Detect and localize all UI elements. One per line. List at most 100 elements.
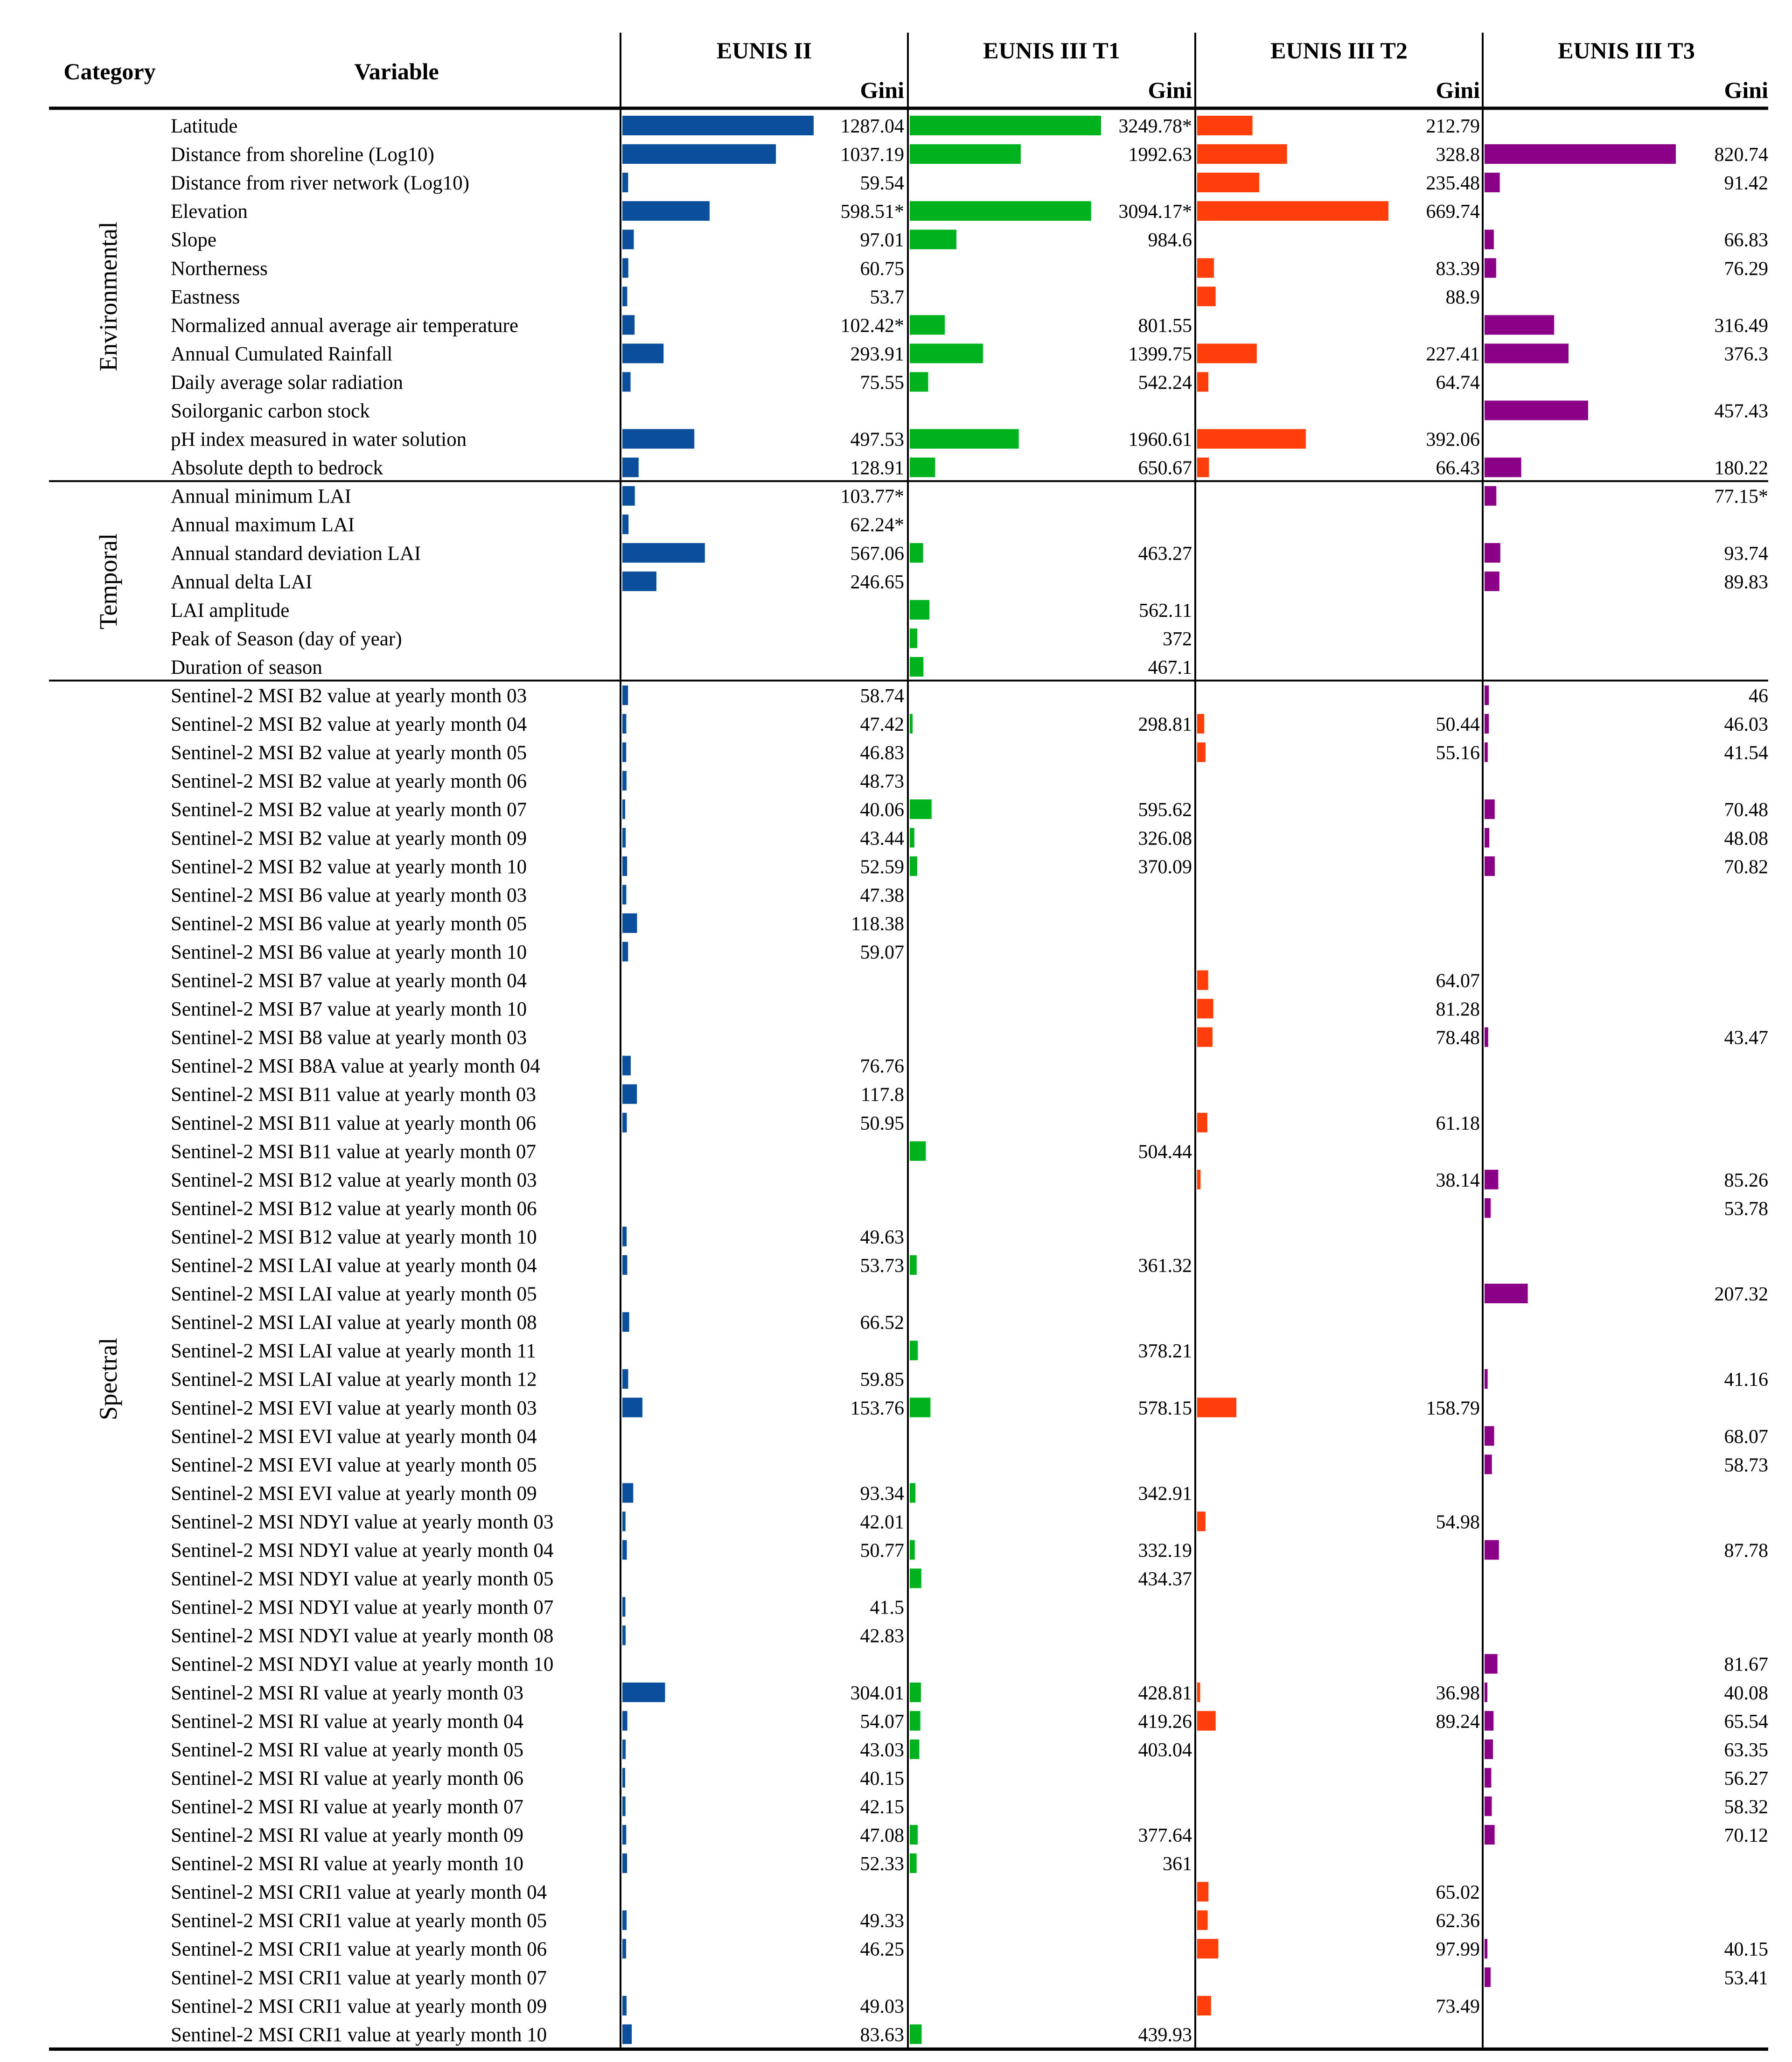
- bar-4: [1485, 1426, 1494, 1446]
- variable-label: Sentinel-2 MSI EVI value at yearly month…: [171, 1397, 537, 1419]
- gini-value-label: 52.33: [860, 1853, 905, 1875]
- variable-label: Sentinel-2 MSI NDYI value at yearly mont…: [171, 1568, 553, 1590]
- variable-label: Sentinel-2 MSI RI value at yearly month …: [171, 1682, 523, 1704]
- bar-2: [910, 1853, 917, 1873]
- variable-label: Sentinel-2 MSI B12 value at yearly month…: [171, 1169, 537, 1191]
- gini-value-label: 56.27: [1724, 1768, 1769, 1789]
- gini-value-label: 66.43: [1436, 458, 1480, 479]
- table-row: Sentinel-2 MSI B2 value at yearly month …: [171, 799, 1768, 821]
- bar-4: [1485, 144, 1676, 164]
- table-row: Sentinel-2 MSI B7 value at yearly month …: [171, 999, 1480, 1021]
- gini-value-label: 293.91: [851, 343, 905, 365]
- gini-value-label: 984.6: [1148, 230, 1192, 251]
- gini-value-label: 97.01: [860, 230, 905, 251]
- gini-value-label: 118.38: [851, 913, 904, 935]
- gini-value-label: 1992.63: [1129, 144, 1192, 166]
- bar-2: [910, 1341, 918, 1361]
- bar-4: [1485, 457, 1521, 477]
- variable-label: Sentinel-2 MSI RI value at yearly month …: [171, 1739, 523, 1761]
- gini-value-label: 89.24: [1436, 1711, 1480, 1733]
- gini-value-label: 46.83: [860, 742, 905, 764]
- gini-value-label: 46.25: [860, 1939, 905, 1960]
- variable-label: Sentinel-2 MSI B2 value at yearly month …: [171, 685, 527, 707]
- table-row: Sentinel-2 MSI EVI value at yearly month…: [171, 1482, 1192, 1504]
- bar-3: [1197, 343, 1257, 363]
- variable-label: Latitude: [171, 115, 237, 137]
- table-row: Sentinel-2 MSI RI value at yearly month …: [171, 1711, 1768, 1733]
- gini-value-label: 47.42: [860, 714, 905, 735]
- variable-label: Sentinel-2 MSI NDYI value at yearly mont…: [171, 1597, 553, 1619]
- gini-value-label: 59.85: [860, 1369, 905, 1391]
- gini-value-label: 58.74: [860, 685, 905, 707]
- series-header-4: EUNIS III T3: [1558, 37, 1695, 63]
- variable-label: Sentinel-2 MSI LAI value at yearly month…: [171, 1283, 537, 1305]
- table-row: Distance from shoreline (Log10) 1037.19 19…: [171, 144, 1768, 166]
- bar-1: [622, 1112, 627, 1132]
- gini-value-label: 43.47: [1724, 1028, 1769, 1049]
- bar-1: [622, 116, 814, 135]
- bar-2: [910, 1825, 918, 1845]
- bar-4: [1485, 742, 1488, 762]
- table-row: Sentinel-2 MSI B6 value at yearly month …: [171, 884, 904, 906]
- gini-value-label: 42.01: [860, 1511, 905, 1533]
- table-row: Sentinel-2 MSI EVI value at yearly month…: [171, 1397, 1480, 1419]
- gini-value-label: 53.7: [870, 287, 905, 308]
- bar-3: [1197, 742, 1206, 762]
- variable-label: Sentinel-2 MSI B8A value at yearly month…: [171, 1055, 540, 1077]
- gini-value-label: 40.15: [1724, 1939, 1769, 1960]
- bar-1: [622, 1711, 628, 1731]
- bar-3: [1197, 970, 1208, 990]
- bar-4: [1485, 543, 1500, 563]
- table-row: Sentinel-2 MSI NDYI value at yearly mont…: [171, 1540, 1768, 1562]
- table-row: LAI amplitude 562.11: [171, 600, 1192, 622]
- gini-value-label: 246.65: [851, 572, 905, 593]
- bar-1: [622, 885, 627, 905]
- bar-4: [1485, 1768, 1492, 1788]
- variable-label: Sentinel-2 MSI B7 value at yearly month …: [171, 970, 527, 992]
- gini-value-label: 41.54: [1724, 742, 1769, 764]
- variable-label: Sentinel-2 MSI LAI value at yearly month…: [171, 1340, 536, 1362]
- bar-3: [1197, 1996, 1211, 2016]
- table-row: Sentinel-2 MSI RI value at yearly month …: [171, 1682, 1768, 1704]
- gini-value-label: 78.48: [1436, 1028, 1480, 1049]
- gini-value-label: 42.15: [860, 1796, 905, 1818]
- bar-2: [910, 1739, 920, 1759]
- bar-2: [910, 1255, 917, 1275]
- gini-value-label: 102.42*: [841, 315, 905, 336]
- gini-value-label: 542.24: [1138, 372, 1192, 393]
- gini-value-label: 1960.61: [1129, 429, 1192, 451]
- gini-value-label: 820.74: [1715, 144, 1769, 166]
- table-row: Sentinel-2 MSI LAI value at yearly month…: [171, 1369, 1768, 1391]
- table-row: Absolute depth to bedrock 128.91 650.67 66.…: [171, 457, 1768, 479]
- bar-1: [622, 429, 695, 449]
- bar-2: [910, 828, 914, 848]
- table-row: Daily average solar radiation 75.55 542.24…: [171, 371, 1480, 393]
- gini-value-label: 3249.78*: [1119, 116, 1192, 137]
- gini-value-label: 55.16: [1436, 742, 1480, 764]
- bar-3: [1197, 1910, 1208, 1930]
- gini-value-label: 53.78: [1724, 1198, 1769, 1220]
- table-header: Category Variable EUNIS II Gini EUNIS III T1…: [63, 37, 1768, 103]
- gini-value-label: 85.26: [1724, 1170, 1769, 1191]
- gini-value-label: 58.73: [1724, 1454, 1769, 1476]
- bar-1: [622, 1312, 629, 1332]
- variable-label: Sentinel-2 MSI LAI value at yearly month…: [171, 1312, 537, 1334]
- bar-4: [1485, 856, 1495, 876]
- bar-3: [1197, 287, 1216, 307]
- gini-value-label: 88.9: [1446, 287, 1480, 308]
- category-header: Category: [63, 58, 155, 84]
- table-row: Latitude 1287.04 3249.78* 212.79: [171, 115, 1480, 137]
- bar-4: [1485, 1967, 1491, 1987]
- gini-value-label: 463.27: [1138, 543, 1192, 565]
- bar-1: [622, 856, 628, 876]
- gini-value-label: 578.15: [1138, 1398, 1192, 1419]
- table-row: Eastness 53.7 88.9: [171, 286, 1480, 308]
- variable-label: Sentinel-2 MSI B11 value at yearly month…: [171, 1141, 536, 1163]
- gini-value-label: 377.64: [1138, 1825, 1192, 1846]
- bar-1: [622, 685, 628, 705]
- gini-value-label: 49.03: [860, 1996, 905, 2017]
- bar-4: [1485, 1654, 1498, 1674]
- variable-label: Sentinel-2 MSI EVI value at yearly month…: [171, 1426, 537, 1447]
- variable-label: Sentinel-2 MSI CRI1 value at yearly mont…: [171, 1910, 547, 1932]
